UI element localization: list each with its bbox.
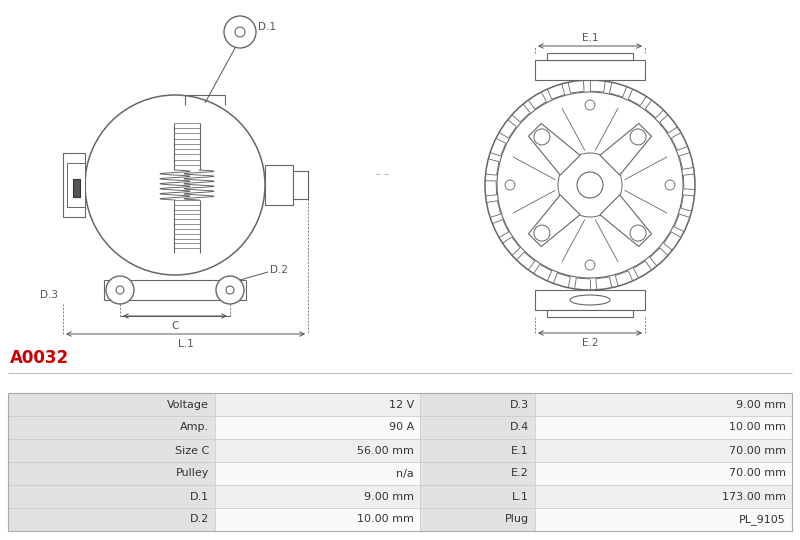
Bar: [535, 60, 645, 80]
Bar: [420, 462, 535, 485]
Circle shape: [224, 16, 256, 48]
Circle shape: [534, 129, 550, 145]
Text: D.3: D.3: [40, 290, 58, 300]
Bar: [215, 439, 420, 462]
Text: E.2: E.2: [511, 469, 529, 478]
Text: Voltage: Voltage: [167, 400, 209, 409]
Bar: [73, 179, 80, 197]
Bar: [67, 163, 85, 207]
Text: D.4: D.4: [510, 422, 529, 433]
Circle shape: [485, 80, 695, 290]
Text: - -: - -: [377, 168, 390, 181]
Bar: [535, 393, 792, 416]
Text: E.1: E.1: [582, 33, 598, 43]
Bar: [420, 439, 535, 462]
Text: 70.00 mm: 70.00 mm: [729, 469, 786, 478]
Bar: [547, 53, 633, 60]
Bar: [420, 393, 535, 416]
Circle shape: [106, 276, 134, 304]
Bar: [8, 462, 215, 485]
Text: A0032: A0032: [10, 349, 69, 367]
Bar: [8, 485, 215, 508]
Circle shape: [630, 129, 646, 145]
Bar: [535, 508, 792, 531]
Text: E.1: E.1: [511, 446, 529, 456]
Text: D.2: D.2: [190, 515, 209, 524]
Bar: [215, 416, 420, 439]
Bar: [63, 153, 85, 217]
Bar: [8, 393, 215, 416]
Bar: [8, 416, 215, 439]
Polygon shape: [600, 195, 651, 247]
Text: D.1: D.1: [258, 22, 276, 32]
Ellipse shape: [570, 295, 610, 305]
Text: D.2: D.2: [270, 265, 288, 275]
Bar: [8, 393, 792, 531]
Circle shape: [497, 92, 683, 278]
Text: 12 V: 12 V: [389, 400, 414, 409]
Bar: [547, 310, 633, 317]
Bar: [265, 165, 293, 205]
Text: D.3: D.3: [510, 400, 529, 409]
Bar: [420, 416, 535, 439]
Bar: [535, 290, 645, 310]
Text: n/a: n/a: [396, 469, 414, 478]
Text: 70.00 mm: 70.00 mm: [729, 446, 786, 456]
Text: L.1: L.1: [178, 339, 194, 349]
Circle shape: [577, 172, 603, 198]
Bar: [215, 508, 420, 531]
Circle shape: [505, 180, 515, 190]
Text: 9.00 mm: 9.00 mm: [364, 491, 414, 502]
Bar: [535, 439, 792, 462]
Circle shape: [665, 180, 675, 190]
Bar: [535, 416, 792, 439]
Circle shape: [85, 95, 265, 275]
Text: Pulley: Pulley: [176, 469, 209, 478]
Circle shape: [585, 260, 595, 270]
Bar: [420, 485, 535, 508]
Bar: [293, 171, 308, 199]
Bar: [215, 393, 420, 416]
Circle shape: [116, 286, 124, 294]
Text: 10.00 mm: 10.00 mm: [357, 515, 414, 524]
Text: 10.00 mm: 10.00 mm: [729, 422, 786, 433]
Text: D.1: D.1: [190, 491, 209, 502]
Circle shape: [585, 100, 595, 110]
Text: Amp.: Amp.: [180, 422, 209, 433]
Text: 56.00 mm: 56.00 mm: [357, 446, 414, 456]
Circle shape: [235, 27, 245, 37]
Text: 9.00 mm: 9.00 mm: [736, 400, 786, 409]
Bar: [8, 508, 215, 531]
Text: Plug: Plug: [505, 515, 529, 524]
Polygon shape: [600, 124, 651, 175]
Text: Size C: Size C: [174, 446, 209, 456]
Polygon shape: [529, 195, 580, 247]
Circle shape: [534, 225, 550, 241]
Bar: [535, 462, 792, 485]
Circle shape: [558, 153, 622, 217]
Text: PL_9105: PL_9105: [739, 514, 786, 525]
Text: 90 A: 90 A: [389, 422, 414, 433]
Bar: [215, 462, 420, 485]
Bar: [215, 485, 420, 508]
Text: C: C: [171, 321, 178, 331]
Text: E.2: E.2: [582, 338, 598, 348]
Circle shape: [216, 276, 244, 304]
Circle shape: [630, 225, 646, 241]
Polygon shape: [529, 124, 580, 175]
Text: 173.00 mm: 173.00 mm: [722, 491, 786, 502]
Bar: [535, 485, 792, 508]
Bar: [8, 439, 215, 462]
Bar: [420, 508, 535, 531]
Circle shape: [226, 286, 234, 294]
Text: L.1: L.1: [512, 491, 529, 502]
